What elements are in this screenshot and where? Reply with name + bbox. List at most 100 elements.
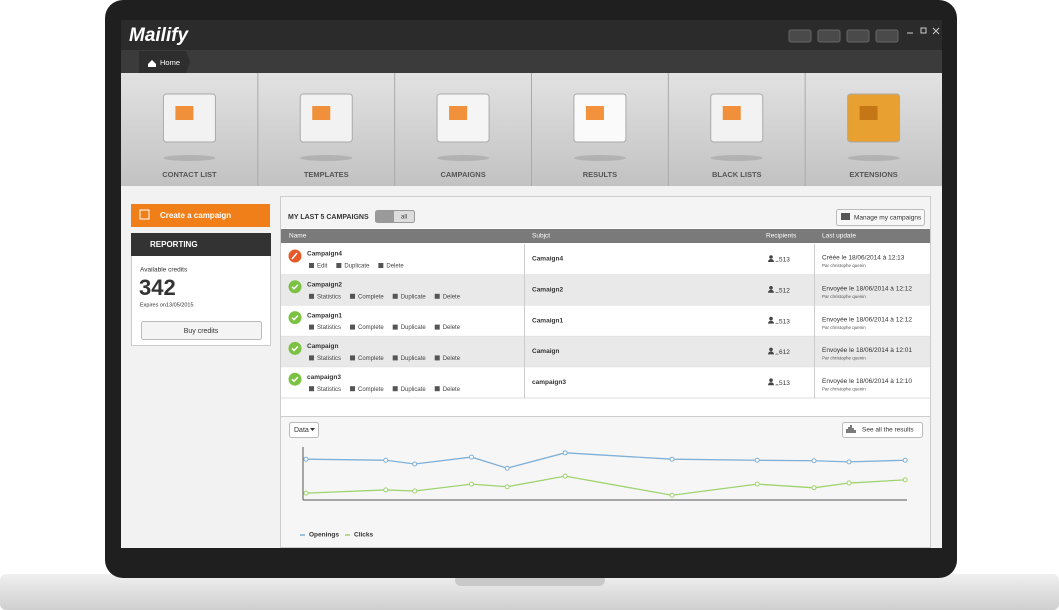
data-point [303,456,309,462]
column-header: Recipients [766,233,797,240]
action-link[interactable]: Duplicate [401,294,427,300]
nav-icon-accent [175,106,194,120]
subject: Camaign2 [532,287,563,294]
data-point [669,456,675,462]
action-link[interactable]: Duplicate [401,387,427,393]
nav-label[interactable]: RESULTS [583,170,617,179]
breadcrumb-bar [121,50,942,73]
campaigns-title: MY LAST 5 CAMPAIGNS [288,214,369,221]
action-link[interactable]: Statistics [317,387,341,393]
action-link[interactable]: Complete [358,387,384,393]
last-update: Envoyée le 18/06/2014 à 12:12 [822,286,912,293]
manage-button[interactable] [836,209,925,226]
toggle-list[interactable] [376,211,394,222]
action-icon [309,324,314,330]
nav-label[interactable]: EXTENSIONS [849,170,897,179]
action-link[interactable]: Complete [358,294,384,300]
icon-shadow [710,155,763,161]
settings-button[interactable] [846,29,870,43]
campaign-name[interactable]: Campaign2 [307,282,342,289]
action-link[interactable]: Delete [443,356,461,362]
status-glyph [291,376,299,383]
dropdown-label[interactable]: Data [294,427,309,434]
nav-icon-accent [449,106,468,120]
status-glyph [291,345,299,352]
recipients-icon-head [769,378,773,383]
campaign-name[interactable]: Campaign1 [307,312,342,319]
data-point [902,477,908,483]
campaign-table: Name Subjct Recipients Last update Campaign4… [281,233,930,399]
action-link[interactable]: Delete [443,387,461,393]
buy-credits[interactable]: Buy credits [184,328,219,335]
action-link[interactable]: Statistics [317,356,341,362]
data-dropdown[interactable] [289,422,319,438]
recipients: 513 [779,318,790,325]
action-icon [392,293,398,299]
create-campaign[interactable]: Create a campaign [160,211,231,220]
breadcrumb-item[interactable] [139,51,190,73]
action-link[interactable]: Statistics [317,294,341,300]
toggle-all[interactable]: all [401,215,407,221]
campaign-name[interactable]: Campaign [307,343,338,350]
data-point [754,457,760,463]
action-icon [309,263,314,268]
manage-campaigns[interactable]: Manage my campaigns [854,215,922,222]
results-area [281,417,930,547]
action-link[interactable]: Delete [386,264,404,270]
maximize[interactable] [920,27,927,34]
nav-label[interactable]: TEMPLATES [304,170,349,179]
action-link[interactable]: Edit [317,264,328,270]
campaign-name[interactable]: Campaign4 [307,251,342,258]
data-point [562,450,568,456]
action-link[interactable]: Complete [358,356,384,362]
cloud-button[interactable] [788,29,812,43]
nav-label[interactable]: CONTACT LIST [162,170,217,179]
action-icon [434,355,440,361]
status-glyph [291,252,298,260]
recipients: 512 [779,288,790,295]
action-icon [350,324,356,330]
recipients-icon [768,382,779,386]
action-link[interactable]: Statistics [317,325,341,331]
nav-label[interactable]: CAMPAIGNS [440,170,485,179]
data-point [562,473,568,479]
last-update: Créée le 18/06/2014 à 12:13 [822,255,905,262]
status-glyph [291,284,299,290]
help-button[interactable] [875,29,899,43]
nav-icon-accent [859,106,878,120]
action-link[interactable]: Delete [443,325,461,331]
close[interactable] [932,27,940,35]
nav-icon-accent [312,106,331,120]
data-point [846,480,852,486]
data-point [811,485,817,491]
action-link[interactable]: Complete [358,325,384,331]
breadcrumb[interactable]: Home [160,58,180,67]
column-header: Subjct [532,233,550,240]
action-link[interactable]: Duplicate [344,264,370,270]
nav-label[interactable]: BLACK LISTS [712,170,762,179]
nav-icon-accent [722,106,741,120]
logo: Mailify [129,25,190,46]
action-link[interactable]: Duplicate [401,325,427,331]
table-row [281,244,930,275]
data-point [504,484,510,490]
recipients: 513 [779,257,790,264]
data-point [383,457,389,463]
recipients-icon [768,289,779,293]
subject: Camaign [532,348,559,355]
action-link[interactable]: Duplicate [401,356,427,362]
buy-credits-button[interactable] [141,321,262,340]
nav-icon-accent [585,106,604,120]
update-author: Par christophe quenin [822,386,866,391]
create-campaign-button[interactable] [131,204,270,227]
campaign-name[interactable]: campaign3 [307,374,341,381]
plugin-button[interactable] [817,29,841,43]
dropdown-arrow [310,428,315,431]
table-row [281,367,930,398]
see-results[interactable]: See all the results [862,427,914,434]
home-icon [148,60,156,67]
action-link[interactable]: Delete [443,294,461,300]
create-icon [139,209,150,220]
see-results-button[interactable] [842,422,923,438]
